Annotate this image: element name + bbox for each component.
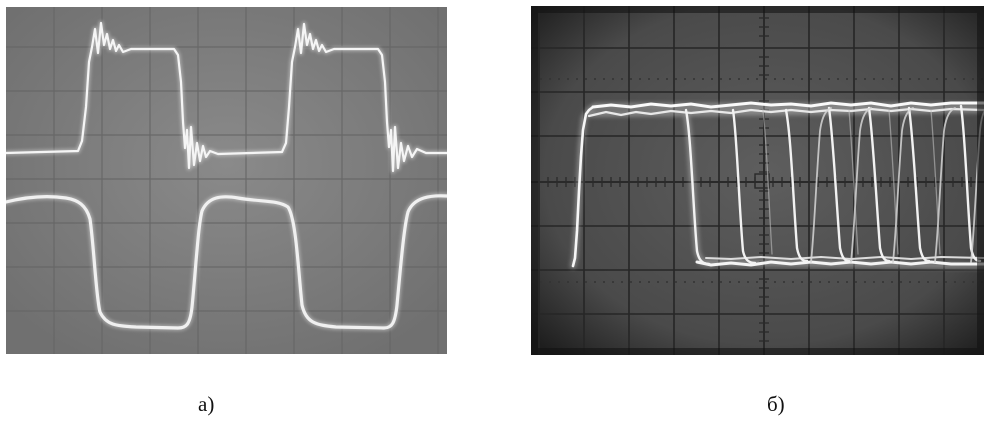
- trace-b-high-level-lower: [587, 107, 984, 118]
- trace-b-low-level: [695, 260, 984, 267]
- oscillogram-b: [531, 6, 984, 355]
- trace-b-faint-strokes: [762, 109, 941, 255]
- trace-b-rising-edge: [571, 105, 595, 268]
- screen-background: [6, 7, 447, 354]
- oscillogram-b-screen: [531, 6, 984, 355]
- graticule-b-dotted: [531, 78, 984, 283]
- center-ticks-b: [547, 17, 972, 342]
- oscillogram-a: [6, 7, 447, 354]
- trace-a-lower: [6, 192, 447, 331]
- caption-b: б): [767, 392, 785, 416]
- oscillogram-a-screen: [6, 7, 447, 354]
- center-marker-b: [754, 173, 770, 189]
- trace-b-high-level: [591, 101, 984, 109]
- caption-a: а): [198, 392, 215, 416]
- trace-a-upper: [6, 20, 447, 174]
- trace-b-falling-edges: [684, 104, 982, 266]
- trace-b-return-edges: [810, 107, 984, 263]
